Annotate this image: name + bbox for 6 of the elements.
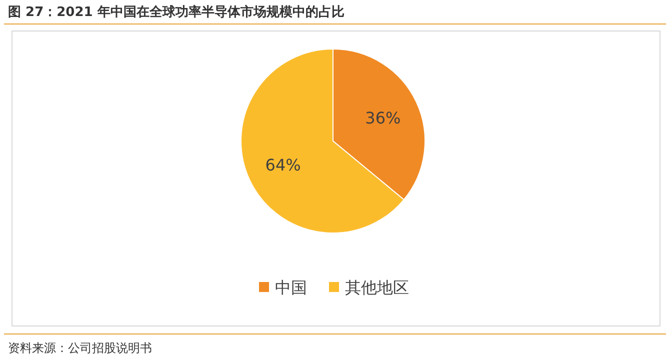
data-label: 64% — [265, 156, 301, 175]
data-label: 36% — [365, 108, 401, 128]
chart-title: 图 27：2021 年中国在全球功率半导体市场规模中的占比 — [8, 4, 344, 20]
legend-label: 其他地区 — [345, 278, 409, 297]
text: 资料来源：公司招股说明书 — [8, 341, 152, 355]
legend-label: 中国 — [275, 278, 307, 297]
